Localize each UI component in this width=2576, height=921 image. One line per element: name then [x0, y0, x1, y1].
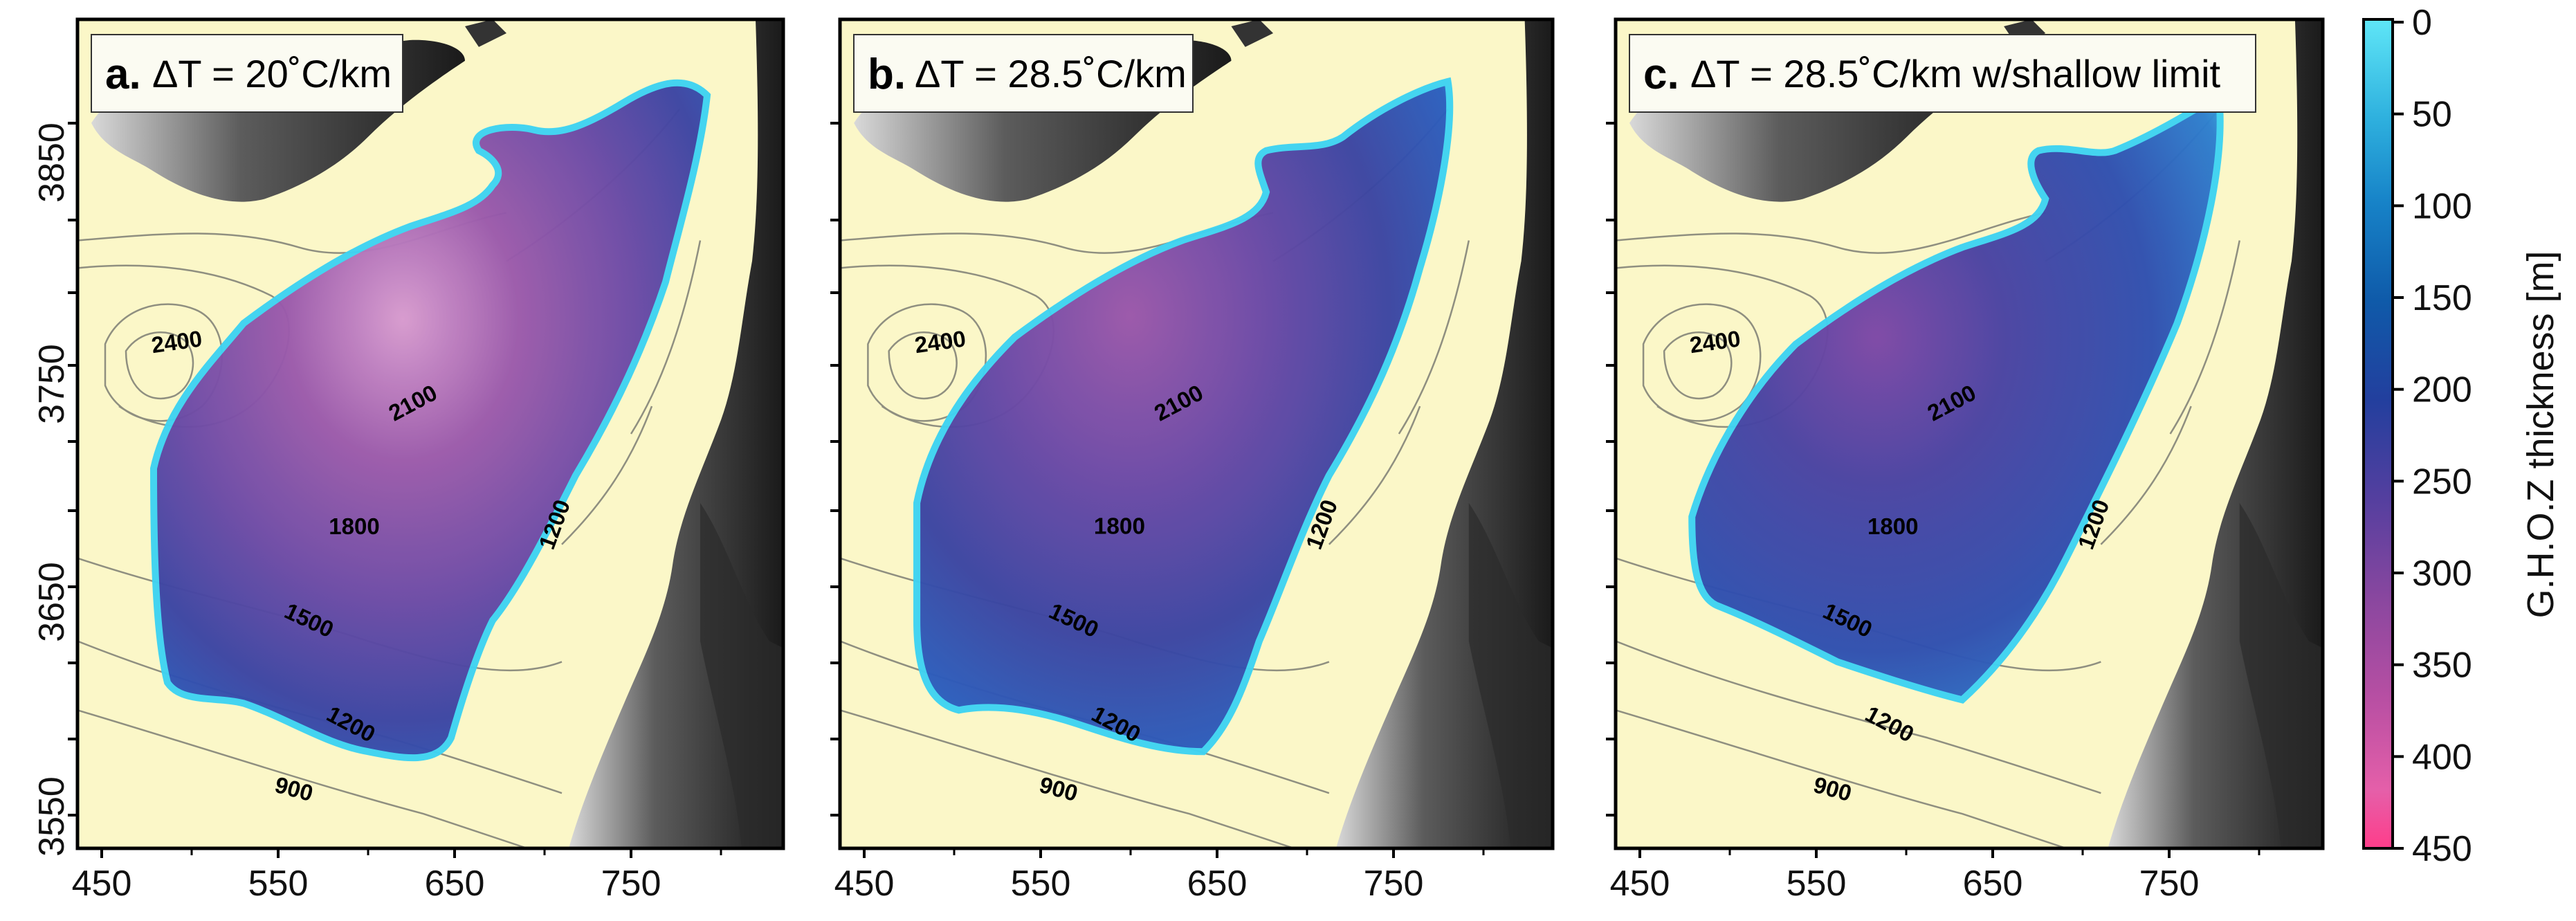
contour-label: 1800: [329, 513, 379, 539]
panel-title-text: ΔT = 28.5˚C/km: [915, 52, 1187, 95]
x-tick-label: 750: [601, 864, 661, 904]
y-axis: 3850 3750 3650 3550: [32, 122, 72, 857]
x-tick-label: 650: [1187, 864, 1248, 904]
hydrate-zone-thickness-field: [1688, 89, 2224, 704]
colorbar-ticks: 0 50 100 150 200 250 300 350 400 450: [2393, 3, 2472, 869]
panel-frame: [1614, 17, 2325, 850]
panel-title: a. ΔT = 20˚C/km: [91, 34, 403, 113]
x-tick-label: 450: [1610, 864, 1670, 904]
colorbar-tick-label: 0: [2412, 3, 2432, 43]
y-tick-label: 3650: [32, 562, 72, 642]
panel-title-box: [853, 34, 1194, 113]
panel-title-text: ΔT = 28.5˚C/km w/shallow limit: [1690, 52, 2221, 95]
x-tick-label: 550: [1011, 864, 1071, 904]
panel-title: b. ΔT = 28.5˚C/km: [853, 34, 1194, 113]
colorbar-tick-label: 450: [2412, 829, 2472, 869]
y-tick-label: 3850: [32, 122, 72, 203]
colorbar-tick-label: 50: [2412, 95, 2452, 135]
panel-title: c. ΔT = 28.5˚C/km w/shallow limit: [1629, 34, 2256, 113]
panel-letter: c.: [1643, 51, 1679, 98]
panel-title-text: ΔT = 20˚C/km: [152, 52, 392, 95]
colorbar-tick-label: 400: [2412, 737, 2472, 777]
x-tick-label: 650: [1963, 864, 2023, 904]
panel-frame: [75, 17, 785, 850]
x-tick-label: 750: [2139, 864, 2200, 904]
colorbar-tick-label: 300: [2412, 554, 2472, 594]
contour-label: 1800: [1867, 513, 1919, 539]
x-tick-label: 650: [425, 864, 485, 904]
y-tick-label: 3750: [32, 344, 72, 424]
x-tick-label: 450: [834, 864, 895, 904]
hydrate-zone-thickness-field: [913, 77, 1454, 756]
panel-title-box: [91, 34, 403, 113]
y-tick-label: 3550: [32, 776, 72, 857]
x-tick-label: 550: [1787, 864, 1847, 904]
panel-letter: b.: [868, 51, 906, 98]
colorbar-label: G.H.O.Z thickness [m]: [2520, 250, 2561, 618]
colorbar-bar: [2362, 18, 2394, 850]
colorbar-tick-label: 350: [2412, 646, 2472, 686]
x-tick-label: 750: [1364, 864, 1424, 904]
contour-label: 1800: [1094, 514, 1145, 540]
x-tick-label: 450: [72, 864, 132, 904]
panel-title-box: [1629, 34, 2256, 113]
panel-letter: a.: [105, 51, 141, 98]
colorbar-tick-label: 100: [2412, 186, 2472, 226]
colorbar-tick-label: 150: [2412, 278, 2472, 318]
hydrate-zone-thickness-field: [149, 79, 711, 762]
x-tick-label: 550: [248, 864, 309, 904]
colorbar-tick-label: 250: [2412, 462, 2472, 502]
colorbar-tick-label: 200: [2412, 370, 2472, 410]
colorbar: 0 50 100 150 200 250 300 350 400 450 G.H.O.Z thic…: [2362, 3, 2561, 869]
panel-frame: [838, 17, 1555, 850]
